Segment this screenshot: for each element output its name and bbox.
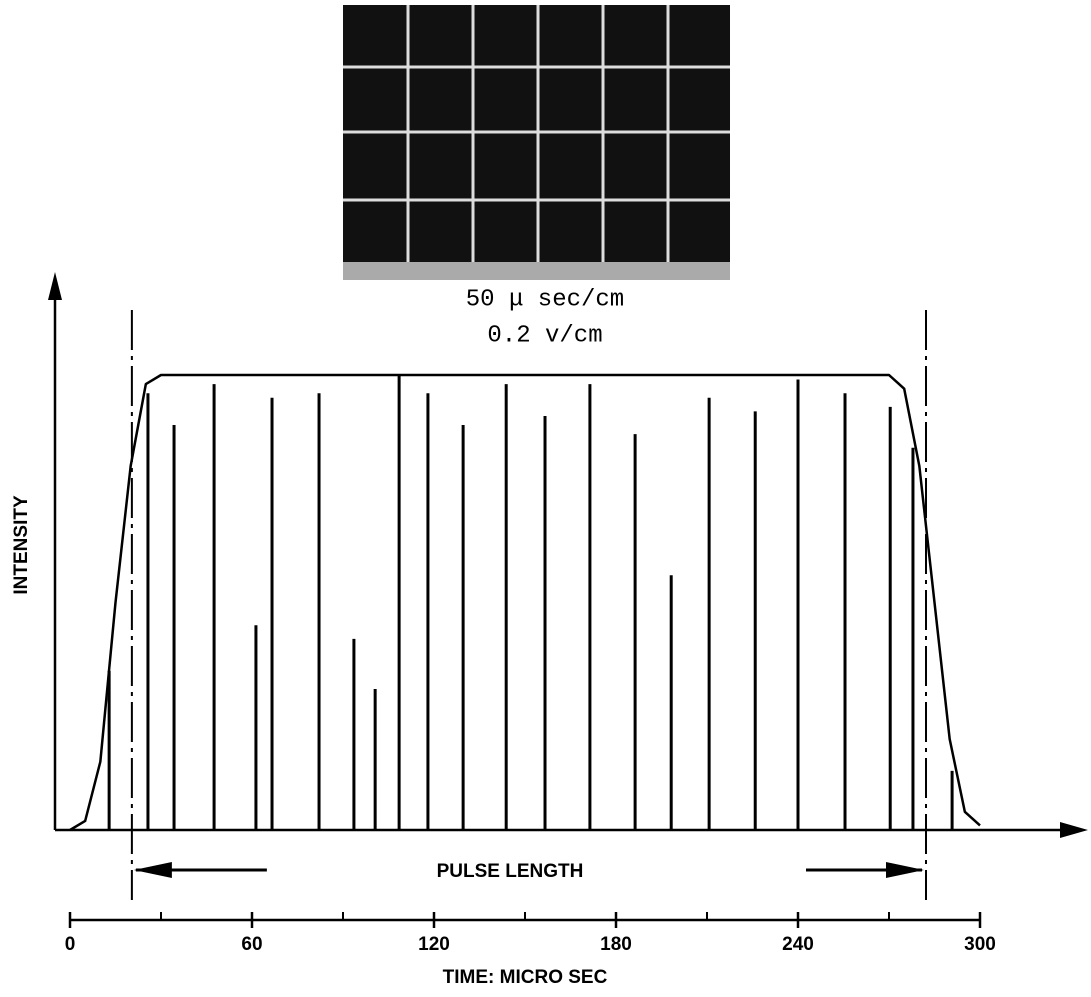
x-tick-label: 60 <box>241 934 262 955</box>
x-tick-label: 240 <box>782 934 814 955</box>
pulse-label: PULSE LENGTH <box>437 861 584 882</box>
annotation: 0.2 v/cm <box>487 322 602 349</box>
x-tick-label: 300 <box>964 934 996 955</box>
annotation: 50 μ sec/cm <box>466 286 624 313</box>
x-tick-label: 180 <box>600 934 632 955</box>
axes <box>48 272 1088 838</box>
pulse-arrowhead <box>886 862 925 878</box>
envelope <box>69 373 981 832</box>
pulse-arrowhead <box>133 862 172 878</box>
y-axis-label: INTENSITY <box>11 495 32 595</box>
x-axis-label: TIME: MICRO SEC <box>443 967 608 988</box>
x-tick-label: 120 <box>418 934 450 955</box>
oscilloscope-photo <box>343 5 730 280</box>
x-tick-label: 0 <box>65 934 76 955</box>
